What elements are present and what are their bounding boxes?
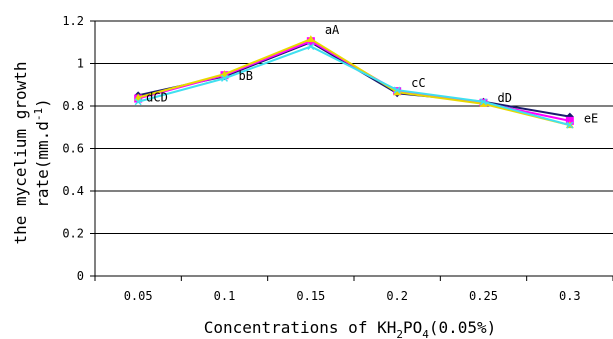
y-tick-label: 0.2 (62, 227, 84, 241)
y-tick-labels: 0 0.2 0.4 0.6 0.8 1 1.2 (62, 14, 84, 283)
y-axis-title-line1: the mycelium growth (11, 61, 30, 244)
data-point-triangle (479, 99, 488, 107)
y-tick-label: 0.4 (62, 184, 84, 198)
x-tick-label: 0.05 (124, 289, 153, 303)
data-point-x (134, 98, 142, 106)
series-line-3 (137, 45, 571, 127)
data-point-x (479, 98, 488, 106)
significance-label: bB (239, 69, 253, 83)
data-point-x (307, 42, 315, 51)
data-point-x (393, 86, 401, 94)
data-point-triangle (306, 35, 315, 43)
significance-label: dD (498, 91, 512, 105)
series-line-2 (137, 37, 571, 127)
y-tick-label: 1.2 (62, 14, 84, 28)
series-lines (134, 35, 574, 129)
significance-label: cC (411, 76, 425, 90)
data-point-triangle (393, 88, 402, 96)
x-tick-labels: 0.05 0.1 0.15 0.2 0.25 0.3 (124, 289, 581, 303)
y-tick-label: 0.6 (62, 142, 84, 156)
data-point-square (565, 116, 574, 125)
y-tick-label: 0.8 (62, 99, 84, 113)
x-axis-title: Concentrations of KH2PO4(0.05%) (204, 318, 497, 339)
y-axis-title: the mycelium growth rate(mm.d-1) (11, 61, 52, 244)
gridlines (95, 20, 613, 277)
x-tick-label: 0.3 (559, 289, 581, 303)
significance-label: aA (325, 23, 340, 37)
data-point-x (220, 74, 229, 82)
y-tick-label: 1 (77, 57, 84, 71)
axes (90, 20, 613, 281)
y-axis-title-line2: rate(mm.d-1) (32, 98, 52, 208)
annotations: dCD bB aA cC dD eE (146, 23, 598, 126)
significance-label: dCD (146, 90, 168, 104)
x-tick-label: 0.25 (469, 289, 498, 303)
x-tick-label: 0.2 (386, 289, 408, 303)
x-tick-label: 0.1 (214, 289, 236, 303)
significance-label: eE (584, 112, 598, 126)
x-tick-label: 0.15 (296, 289, 325, 303)
data-point-x (566, 121, 574, 129)
y-tick-label: 0 (77, 269, 84, 283)
